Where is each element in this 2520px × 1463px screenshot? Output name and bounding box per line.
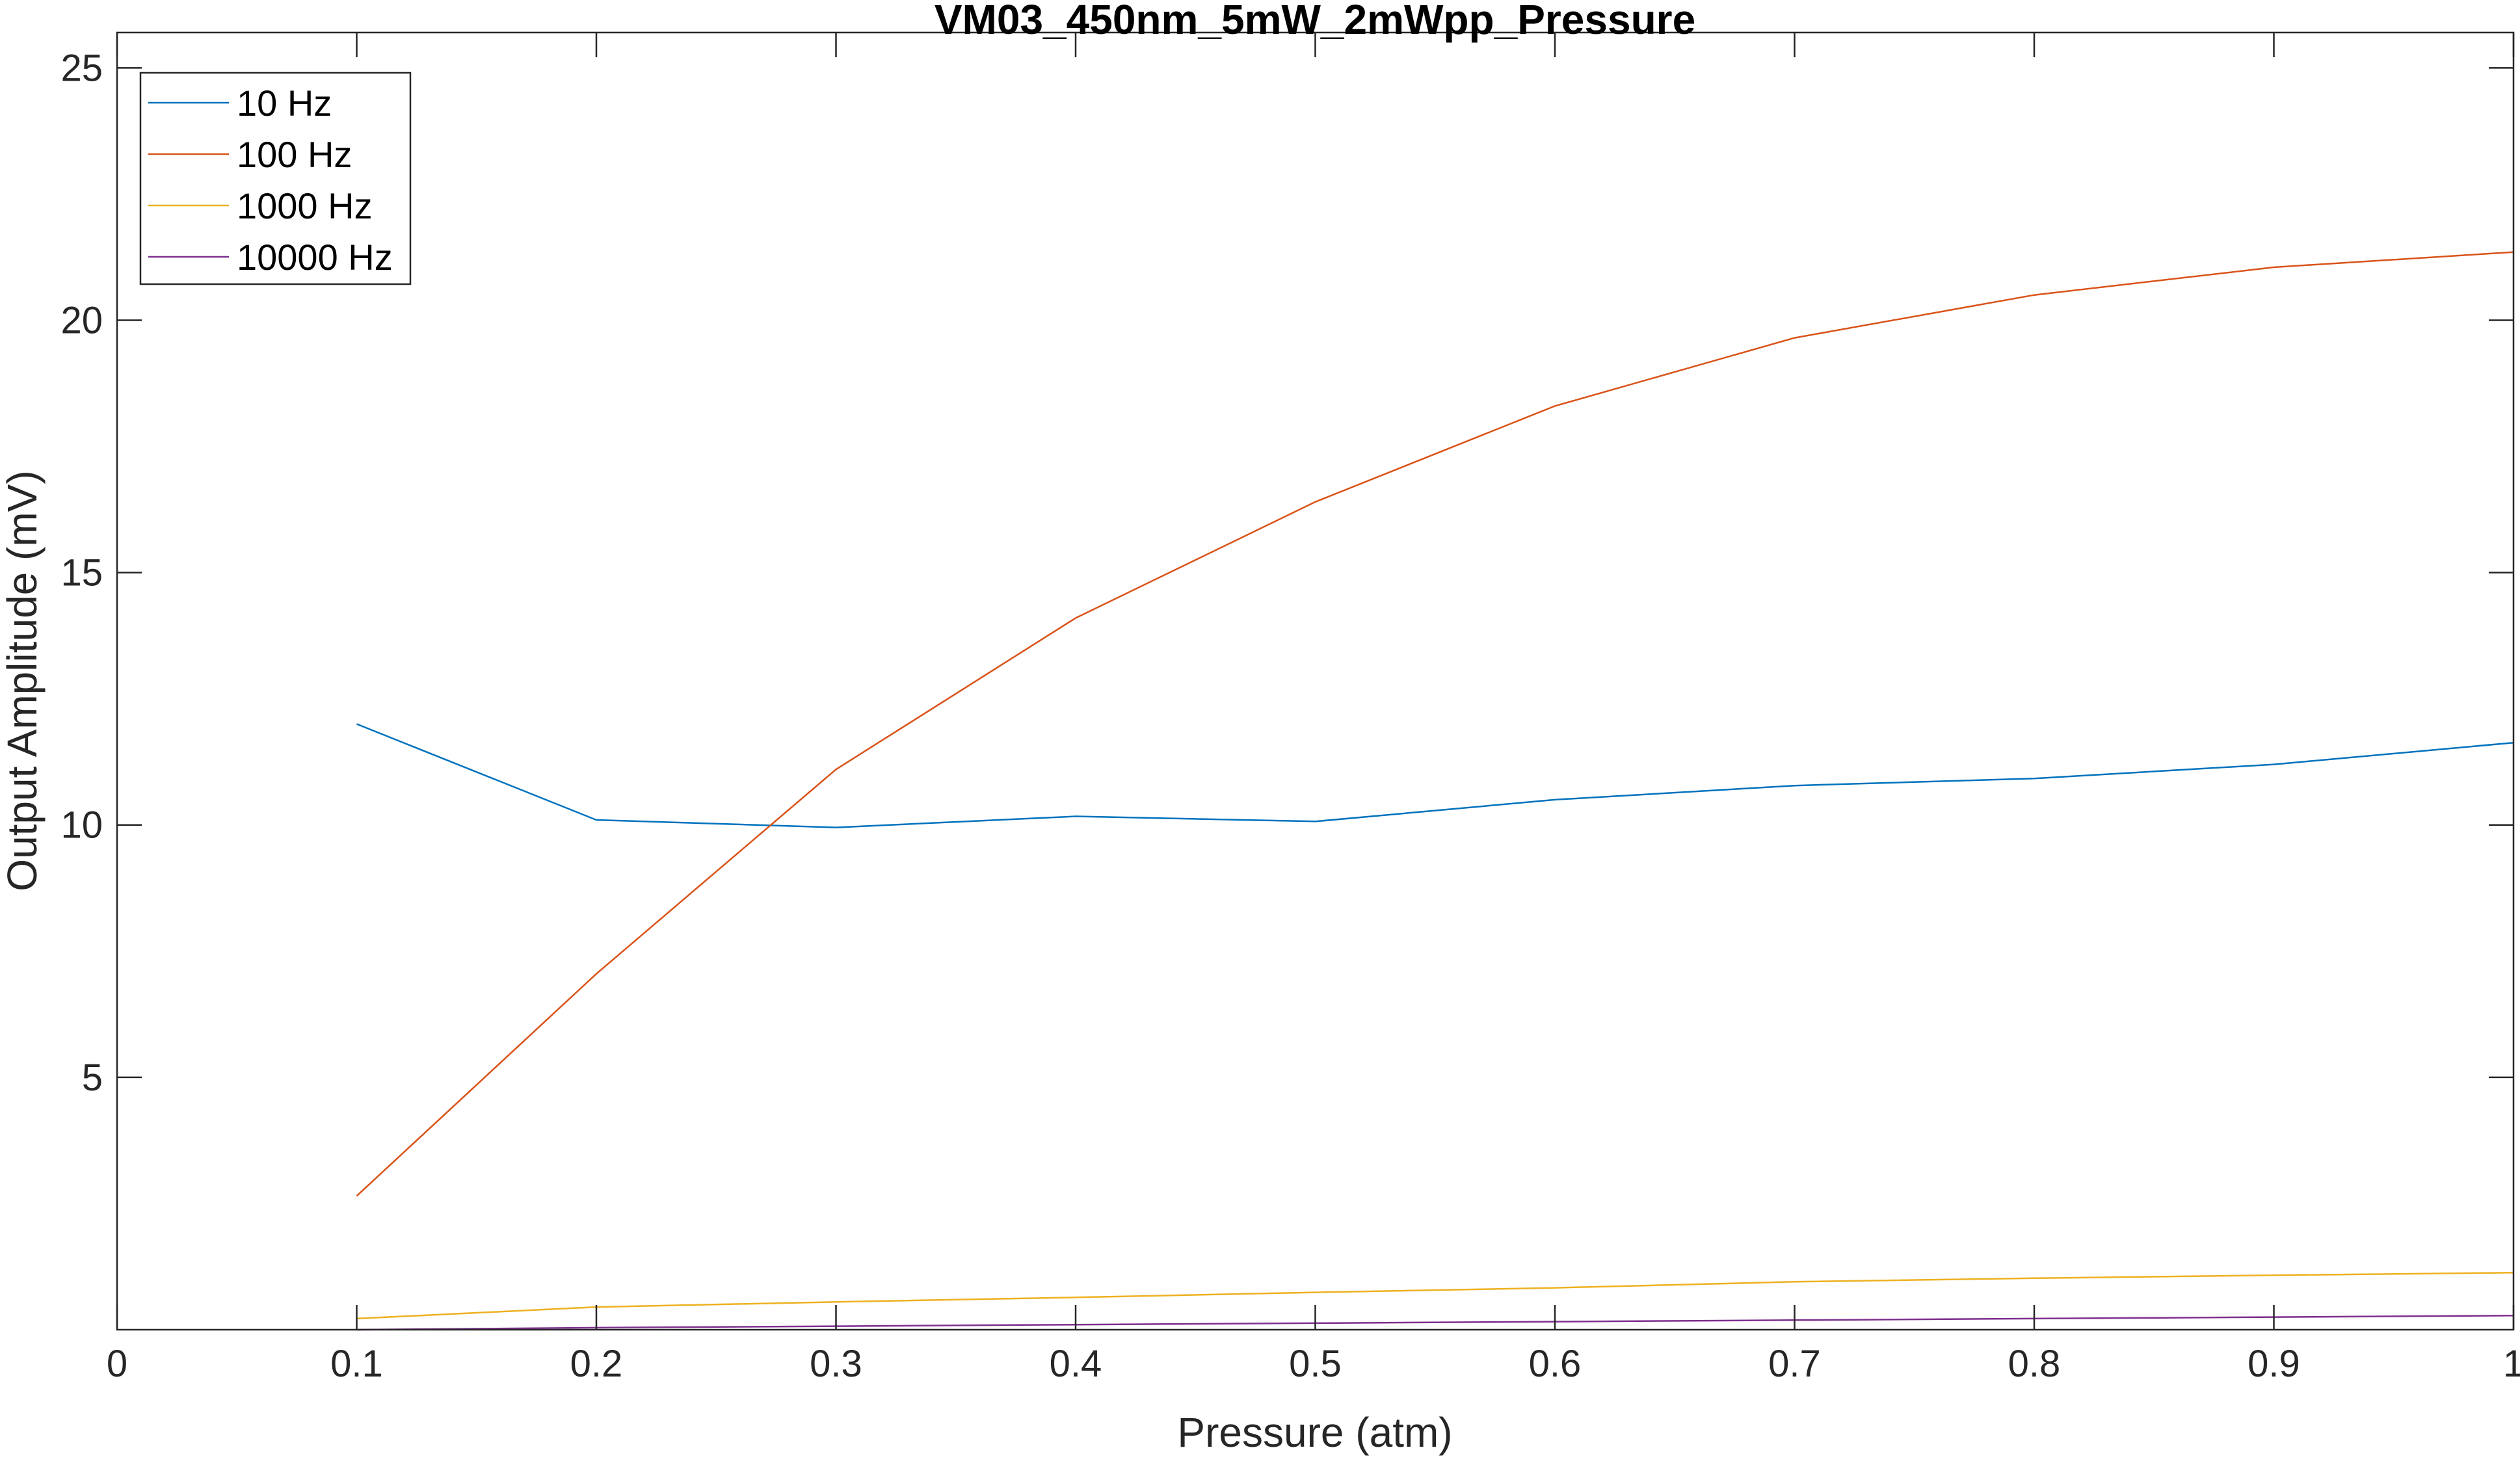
legend-label: 1000 Hz xyxy=(237,185,373,226)
y-axis-label: Output Amplitude (mV) xyxy=(0,470,46,891)
series-layer xyxy=(356,251,2514,1331)
y-tick-label: 15 xyxy=(60,552,103,594)
series-line-0 xyxy=(356,723,2514,828)
x-tick-label: 0.8 xyxy=(2008,1343,2061,1385)
chart-title: VM03_450nm_5mW_2mWpp_Pressure xyxy=(935,0,1695,43)
legend-label: 100 Hz xyxy=(237,134,352,175)
y-tick-label: 20 xyxy=(60,299,103,341)
x-tick-label: 0.4 xyxy=(1050,1343,1102,1385)
legend-label: 10 Hz xyxy=(237,83,332,124)
y-tick-label: 25 xyxy=(60,47,103,89)
x-tick-label: 0 xyxy=(107,1343,127,1385)
series-line-2 xyxy=(356,1272,2514,1320)
x-tick-label: 0.1 xyxy=(330,1343,383,1385)
x-axis-label: Pressure (atm) xyxy=(1177,1409,1452,1456)
legend-box xyxy=(139,72,412,285)
x-tick-label: 0.5 xyxy=(1289,1343,1342,1385)
x-tick-label: 0.6 xyxy=(1529,1343,1582,1385)
x-tick-label: 0.9 xyxy=(2248,1343,2300,1385)
legend: 10 Hz 100 Hz 1000 Hz 10000 Hz xyxy=(139,72,412,285)
legend-label: 10000 Hz xyxy=(237,237,393,278)
x-tick-label: 1 xyxy=(2503,1343,2520,1385)
series-line-3 xyxy=(356,1315,2514,1331)
plot-area xyxy=(117,33,2513,1330)
x-tick-label: 0.7 xyxy=(1768,1343,1821,1385)
y-tick-label: 5 xyxy=(82,1057,103,1099)
series-line-1 xyxy=(356,251,2514,1197)
x-tick-label: 0.2 xyxy=(570,1343,623,1385)
x-tick-label: 0.3 xyxy=(810,1343,862,1385)
y-tick-label: 10 xyxy=(60,804,103,847)
